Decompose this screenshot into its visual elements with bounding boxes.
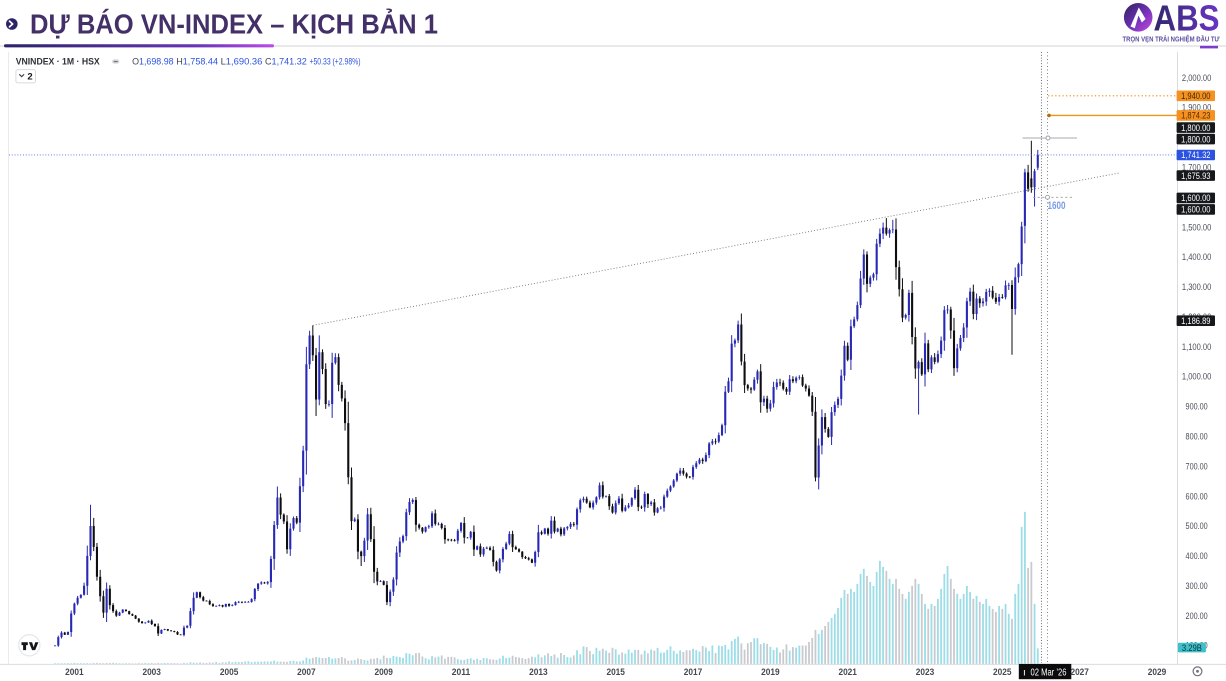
svg-text:1600: 1600 [1048,200,1066,212]
svg-text:L1,690.36: L1,690.36 [221,56,263,66]
svg-text:2029: 2029 [1148,667,1167,678]
svg-text:500.00: 500.00 [1186,521,1208,531]
svg-text:ABS: ABS [1154,0,1220,39]
svg-text:1,186.89: 1,186.89 [1181,316,1210,326]
svg-text:300.00: 300.00 [1186,581,1208,591]
svg-text:2,000.00: 2,000.00 [1182,73,1211,83]
svg-text:700.00: 700.00 [1186,461,1208,471]
svg-text:DỰ BÁO VN-INDEX – KỊCH BẢN 1: DỰ BÁO VN-INDEX – KỊCH BẢN 1 [30,8,438,40]
svg-text:1,500.00: 1,500.00 [1182,222,1211,232]
svg-text:600.00: 600.00 [1186,491,1208,501]
svg-text:O1,698.98: O1,698.98 [132,56,174,66]
svg-text:1,600.00: 1,600.00 [1181,205,1210,215]
svg-text:2017: 2017 [684,667,703,678]
svg-text:2005: 2005 [220,667,239,678]
svg-text:C1,741.32: C1,741.32 [265,56,307,66]
svg-text:1,741.32: 1,741.32 [1181,150,1210,160]
svg-text:2001: 2001 [65,667,84,678]
svg-text:2013: 2013 [529,667,548,678]
svg-text:1,800.00: 1,800.00 [1181,123,1210,133]
svg-text:H1,758.44: H1,758.44 [176,56,218,66]
svg-text:1,100.00: 1,100.00 [1182,342,1211,352]
svg-text:800.00: 800.00 [1186,432,1208,442]
svg-text:2025: 2025 [993,667,1012,678]
svg-text:2021: 2021 [838,667,857,678]
svg-text:2011: 2011 [452,667,471,678]
svg-text:1,600.00: 1,600.00 [1181,193,1210,203]
svg-text:2003: 2003 [142,667,161,678]
svg-text:2: 2 [27,72,32,83]
svg-text:2015: 2015 [606,667,625,678]
svg-text:VNINDEX · 1M · HSX: VNINDEX · 1M · HSX [16,56,101,67]
svg-text:2009: 2009 [374,667,393,678]
svg-text:1,675.93: 1,675.93 [1181,171,1210,181]
svg-text:1,300.00: 1,300.00 [1182,282,1211,292]
svg-text:ı: ı [1023,667,1026,678]
svg-text:1,940.00: 1,940.00 [1181,91,1210,101]
svg-text:1,800.00: 1,800.00 [1181,134,1210,144]
svg-text:2019: 2019 [761,667,780,678]
svg-text:1,700.00: 1,700.00 [1182,163,1211,173]
svg-text:2007: 2007 [297,667,316,678]
svg-text:1,900.00: 1,900.00 [1182,103,1211,113]
svg-text:1,000.00: 1,000.00 [1182,372,1211,382]
svg-text:200.00: 200.00 [1186,611,1208,621]
svg-text:2023: 2023 [916,667,935,678]
svg-text:2027: 2027 [1070,667,1089,678]
svg-text:+50.33 (+2.98%): +50.33 (+2.98%) [310,56,361,66]
svg-text:1,400.00: 1,400.00 [1182,252,1211,262]
svg-text:400.00: 400.00 [1186,551,1208,561]
svg-text:TRỌN VẸN TRẢI NGHIỆM ĐẦU TƯ: TRỌN VẸN TRẢI NGHIỆM ĐẦU TƯ [1123,33,1221,43]
svg-text:02 Mar ’26: 02 Mar ’26 [1031,667,1067,678]
svg-text:3.29B: 3.29B [1182,643,1202,653]
svg-text:1,874.23: 1,874.23 [1181,111,1210,121]
svg-text:900.00: 900.00 [1186,402,1208,412]
